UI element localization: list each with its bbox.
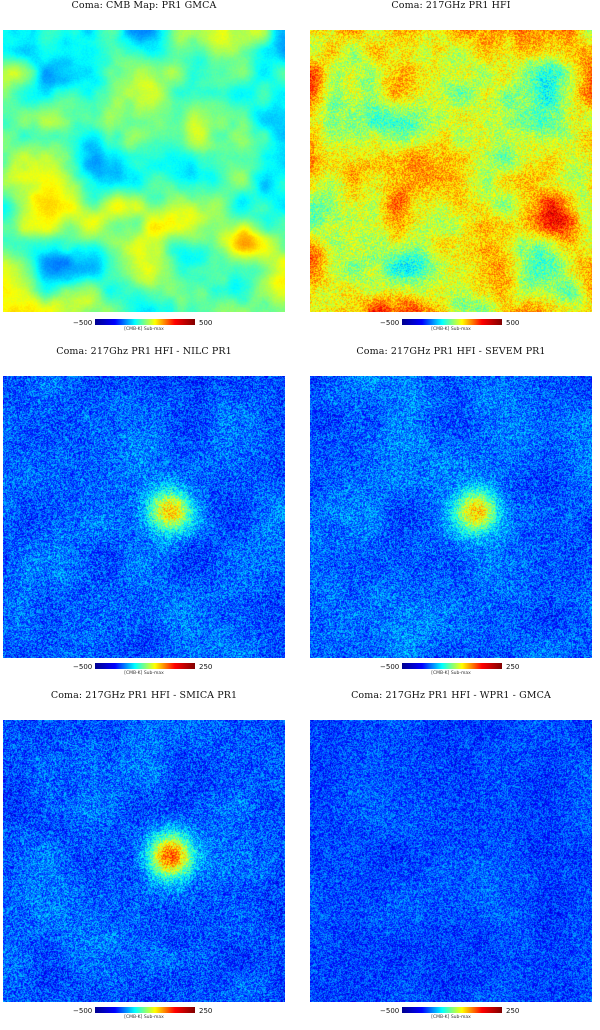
colorbar-max-label: 500 [506, 319, 520, 327]
panel-title: Coma: 217Ghz PR1 HFI - NILC PR1 [56, 346, 232, 357]
panel-title: Coma: 217GHz PR1 HFI [391, 0, 511, 11]
sky-map-image [310, 30, 592, 312]
colorbar-gradient [95, 319, 195, 325]
colorbar-max-label: 250 [199, 663, 213, 671]
colorbar-max-label: 250 [506, 1007, 520, 1015]
colorbar-unit-label: [CMB-K] Sub-max [431, 1015, 471, 1020]
sky-map-image [310, 376, 592, 658]
colorbar-min-label: −500 [380, 319, 400, 327]
colorbar-min-label: −500 [73, 663, 93, 671]
colorbar-gradient [95, 1007, 195, 1013]
colorbar-unit-label: [CMB-K] Sub-max [431, 671, 471, 676]
colorbar-unit-label: [CMB-K] Sub-max [124, 671, 164, 676]
panel-title: Coma: 217GHz PR1 HFI - SEVEM PR1 [356, 346, 546, 357]
colorbar-max-label: 250 [506, 663, 520, 671]
colorbar-min-label: −500 [380, 1007, 400, 1015]
colorbar-min-label: −500 [73, 319, 93, 327]
panel-title: Coma: 217GHz PR1 HFI - WPR1 - GMCA [351, 690, 551, 701]
sky-map-image [3, 376, 285, 658]
colorbar-min-label: −500 [73, 1007, 93, 1015]
colorbar-gradient [402, 1007, 502, 1013]
colorbar-unit-label: [CMB-K] Sub-max [124, 1015, 164, 1020]
colorbar-max-label: 250 [199, 1007, 213, 1015]
colorbar-unit-label: [CMB-K] Sub-max [124, 327, 164, 332]
colorbar-unit-label: [CMB-K] Sub-max [431, 327, 471, 332]
panel-title: Coma: CMB Map: PR1 GMCA [71, 0, 217, 11]
sky-map-image [3, 720, 285, 1002]
colorbar-gradient [95, 663, 195, 669]
panel-title: Coma: 217GHz PR1 HFI - SMICA PR1 [50, 690, 238, 701]
colorbar-max-label: 500 [199, 319, 213, 327]
sky-map-image [3, 30, 285, 312]
colorbar-gradient [402, 663, 502, 669]
sky-map-image [310, 720, 592, 1002]
colorbar-min-label: −500 [380, 663, 400, 671]
colorbar-gradient [402, 319, 502, 325]
